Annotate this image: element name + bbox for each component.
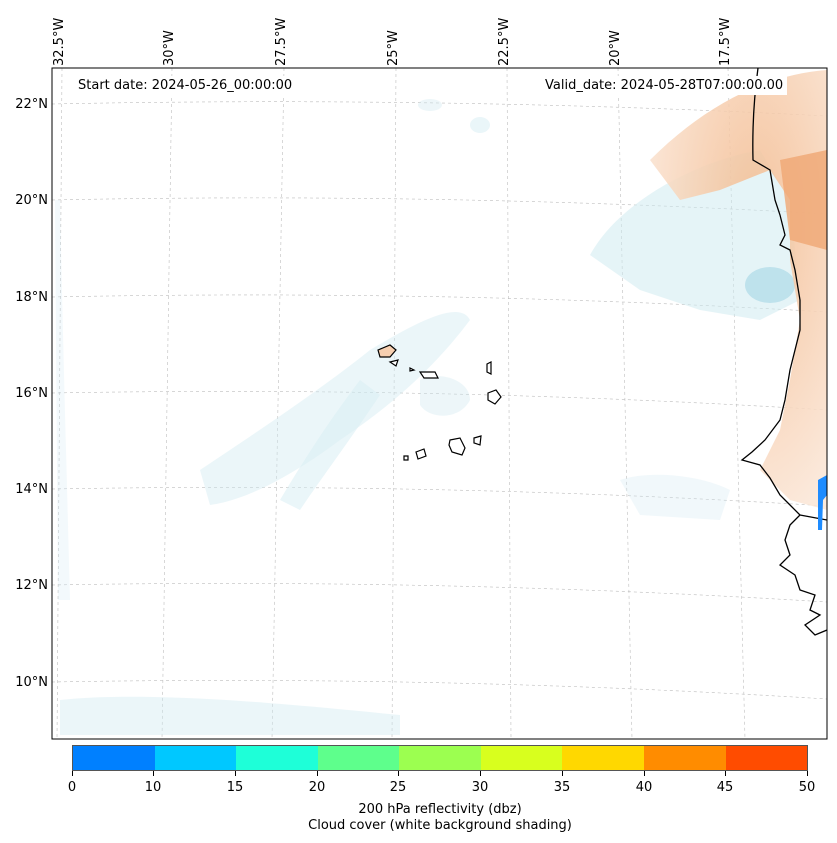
colorbar-tick	[807, 771, 808, 776]
reflectivity-shading	[650, 70, 827, 510]
colorbar-segment	[154, 746, 237, 770]
colorbar-tick-label: 50	[798, 780, 816, 795]
colorbar-tick-label: 35	[553, 780, 571, 795]
colorbar-segment	[480, 746, 563, 770]
colorbar-segment	[399, 746, 481, 770]
lat-label: 18°N	[15, 290, 48, 305]
colorbar-tick-label: 15	[226, 780, 244, 795]
african-coastline	[740, 68, 827, 636]
colorbar-segment	[643, 746, 726, 770]
colorbar	[72, 745, 808, 771]
colorbar-tick-label: 0	[67, 780, 77, 795]
lon-label: 32.5°W	[52, 17, 67, 66]
colorbar-segment	[725, 746, 808, 770]
colorbar-tick	[644, 771, 645, 776]
colorbar-tick-label: 25	[389, 780, 407, 795]
gridlines	[52, 68, 827, 739]
colorbar-tick	[235, 771, 236, 776]
colorbar-subtitle: Cloud cover (white background shading)	[308, 818, 572, 833]
lon-label: 25°W	[386, 30, 401, 66]
lat-label: 10°N	[15, 675, 48, 690]
colorbar-tick-label: 20	[308, 780, 326, 795]
reflectivity-blob	[818, 475, 827, 530]
cloud-shading	[55, 99, 800, 735]
lat-label: 22°N	[15, 97, 48, 112]
colorbar-segment	[73, 746, 155, 770]
valid-date-label: Valid_date: 2024-05-28T07:00:00.00	[541, 76, 788, 95]
colorbar-tick-label: 30	[471, 780, 489, 795]
lat-label: 20°N	[15, 193, 48, 208]
gambia-river	[799, 514, 827, 521]
lon-label: 22.5°W	[497, 17, 512, 66]
colorbar-tick-label: 10	[144, 780, 162, 795]
map-frame	[51, 67, 828, 740]
colorbar-tick	[480, 771, 481, 776]
colorbar-tick	[725, 771, 726, 776]
colorbar-tick	[317, 771, 318, 776]
lat-label: 16°N	[15, 386, 48, 401]
lon-label: 20°W	[608, 30, 623, 66]
colorbar-segment	[562, 746, 644, 770]
colorbar-tick	[153, 771, 154, 776]
colorbar-segment	[236, 746, 318, 770]
colorbar-tick	[398, 771, 399, 776]
lon-label: 30°W	[162, 30, 177, 66]
colorbar-tick-label: 45	[716, 780, 734, 795]
cape-verde-islands	[377, 344, 502, 461]
lon-label: 17.5°W	[718, 17, 733, 66]
colorbar-tick	[72, 771, 73, 776]
colorbar-tick	[562, 771, 563, 776]
lon-label: 27.5°W	[274, 17, 289, 66]
colorbar-tick-label: 40	[635, 780, 653, 795]
lat-label: 14°N	[15, 482, 48, 497]
start-date-label: Start date: 2024-05-26_00:00:00	[74, 76, 297, 95]
colorbar-title: 200 hPa reflectivity (dbz)	[358, 802, 522, 817]
lat-label: 12°N	[15, 578, 48, 593]
colorbar-segment	[317, 746, 400, 770]
